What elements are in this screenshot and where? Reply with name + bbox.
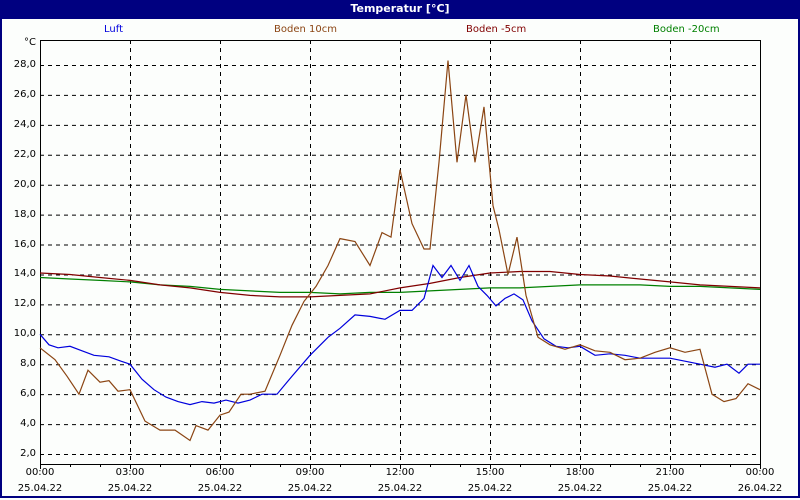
legend-item-boden-10cm: Boden 10cm [274,24,337,35]
y-tick-label: 24,0 [13,118,36,130]
y-tick-label: 2,0 [20,448,36,459]
x-tick-time: 00:00 [25,467,55,478]
y-tick-label: 4,0 [20,418,36,430]
legend-item-boden-20cm: Boden -20cm [653,24,720,35]
x-tick-date: 26.04.22 [737,483,783,494]
y-tick-label: 20,0 [13,178,36,190]
y-tick-label: 10,0 [13,328,36,340]
x-tick-time: 12:00 [385,467,415,478]
x-tick-time: 00:00 [745,467,775,478]
x-tick-date: 25.04.22 [287,483,333,494]
y-tick-label: 26,0 [13,88,36,100]
y-tick-label: 6,0 [20,388,36,400]
x-tick-date: 25.04.22 [197,483,243,494]
chart-title: Temperatur [°C] [0,0,800,19]
series-line-luft [39,264,760,406]
x-tick-time: 03:00 [115,467,145,478]
y-tick-label: 8,0 [20,358,36,370]
x-tick-date: 25.04.22 [467,483,513,494]
x-tick-date: 25.04.22 [107,483,153,494]
legend-item-luft: Luft [104,24,123,35]
y-tick-label: 28,0 [13,59,36,70]
x-tick-time: 09:00 [295,467,325,478]
x-tick-time: 06:00 [205,467,235,478]
x-tick-date: 25.04.22 [557,483,603,494]
series-line-boden-5cm [39,270,761,298]
x-tick-date: 25.04.22 [377,483,423,494]
series-line-boden-10cm [39,60,761,442]
y-tick-label: 12,0 [13,298,36,310]
y-axis-unit: °C [24,37,36,48]
x-tick-time: 18:00 [565,467,595,478]
y-tick-label: 22,0 [13,148,36,160]
x-tick-time: 21:00 [655,467,685,478]
x-tick-date: 25.04.22 [647,483,693,494]
y-tick-label: 18,0 [13,208,36,220]
y-tick-label: 16,0 [13,238,36,250]
legend-item-boden-5cm: Boden -5cm [466,24,527,35]
x-tick-date: 25.04.22 [17,483,63,494]
y-tick-label: 14,0 [13,268,36,280]
x-tick-time: 15:00 [475,467,505,478]
plot-border [40,40,761,465]
